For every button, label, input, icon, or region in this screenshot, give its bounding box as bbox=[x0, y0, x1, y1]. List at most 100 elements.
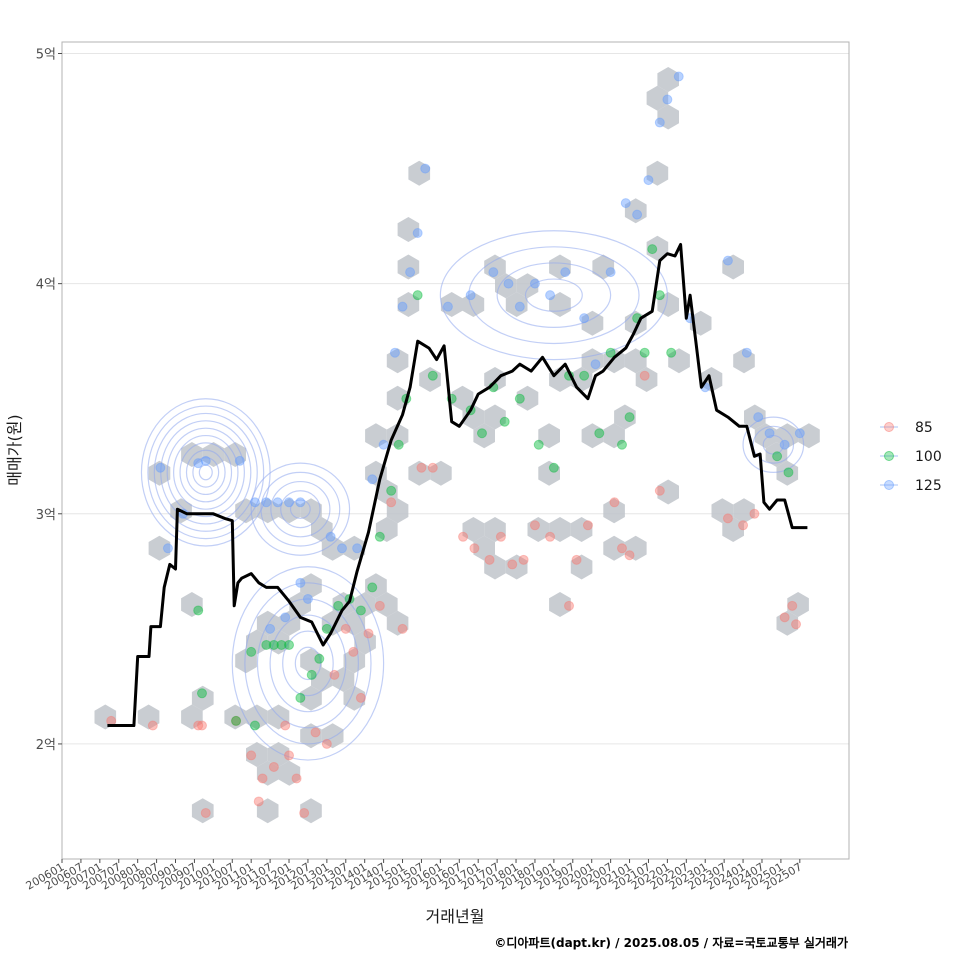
hexbin-cell bbox=[624, 348, 647, 374]
point-85 bbox=[200, 807, 211, 818]
point-100 bbox=[249, 720, 260, 731]
point-100 bbox=[624, 412, 635, 423]
hexbin-cell bbox=[495, 273, 517, 299]
legend-label-85: 85 bbox=[915, 420, 933, 436]
point-125 bbox=[465, 290, 476, 301]
point-85 bbox=[787, 600, 798, 611]
point-100 bbox=[647, 244, 658, 255]
hexbin-cell bbox=[256, 798, 279, 824]
point-125 bbox=[302, 593, 313, 604]
hexbin-cell bbox=[484, 404, 506, 430]
density-contours bbox=[140, 230, 805, 761]
point-125 bbox=[295, 497, 306, 508]
point-85 bbox=[299, 807, 310, 818]
point-85 bbox=[654, 485, 665, 496]
hexbin-cell bbox=[148, 535, 171, 561]
hexbin-cell bbox=[700, 367, 723, 392]
density-contour bbox=[270, 480, 331, 538]
point-85 bbox=[355, 692, 366, 703]
point-100 bbox=[579, 370, 590, 381]
hexbin-cell bbox=[386, 498, 409, 524]
hexbin-cell bbox=[581, 310, 604, 336]
point-125 bbox=[794, 428, 805, 439]
hexbin-cell bbox=[386, 423, 409, 449]
point-125 bbox=[579, 313, 590, 324]
hexbin-cell bbox=[191, 685, 214, 711]
point-125 bbox=[405, 267, 416, 278]
point-125 bbox=[529, 278, 540, 289]
legend-key-100 bbox=[884, 451, 894, 461]
point-85 bbox=[348, 646, 359, 657]
point-100 bbox=[367, 582, 378, 593]
density-contour bbox=[244, 582, 372, 745]
point-85 bbox=[147, 720, 158, 731]
hexbin-cell bbox=[668, 348, 690, 374]
hexbin-cell bbox=[516, 273, 539, 299]
hexbin-cell bbox=[484, 254, 506, 280]
hexbin-cell bbox=[300, 573, 322, 599]
density-contour bbox=[179, 442, 233, 503]
point-125 bbox=[590, 359, 601, 370]
point-85 bbox=[280, 720, 291, 731]
hexbin-cell bbox=[776, 460, 799, 486]
point-125 bbox=[488, 267, 499, 278]
hexbin-cell bbox=[365, 423, 387, 449]
point-125 bbox=[545, 290, 556, 301]
hexbin-cell bbox=[386, 385, 409, 411]
hexbin-cell bbox=[733, 348, 755, 374]
point-85 bbox=[257, 773, 268, 784]
point-125 bbox=[632, 209, 643, 220]
density-contour bbox=[160, 420, 252, 525]
point-100 bbox=[333, 600, 344, 611]
legend-label-100: 100 bbox=[915, 449, 942, 465]
density-contour bbox=[250, 462, 351, 556]
point-125 bbox=[280, 612, 291, 623]
point-125 bbox=[620, 198, 631, 209]
hexbin-cell bbox=[592, 254, 615, 280]
hexbin-cell bbox=[375, 517, 398, 542]
point-125 bbox=[193, 458, 204, 469]
hexbin-cell bbox=[603, 498, 625, 524]
point-125 bbox=[764, 428, 775, 439]
hexbin-cell bbox=[94, 704, 117, 730]
point-100 bbox=[427, 370, 438, 381]
hexbin-cell bbox=[300, 798, 322, 824]
trend-line-group bbox=[107, 243, 808, 727]
point-85 bbox=[310, 727, 321, 738]
legend-item-100: 100 bbox=[880, 449, 942, 465]
point-125 bbox=[162, 543, 173, 554]
point-100 bbox=[231, 715, 242, 726]
y-tick-label: 4억 bbox=[36, 278, 56, 293]
hexbin-cell bbox=[224, 704, 246, 730]
density-contour bbox=[496, 262, 612, 328]
density-contour bbox=[147, 405, 265, 540]
hexbin-cell bbox=[516, 385, 539, 411]
hexbin-cell bbox=[776, 610, 799, 636]
hexbin-cell bbox=[776, 423, 799, 449]
hexbin-cell bbox=[311, 667, 333, 692]
trend-line bbox=[107, 243, 808, 727]
density-contour bbox=[256, 598, 359, 729]
hexbin-cell bbox=[397, 292, 420, 317]
hexbin-cell bbox=[462, 517, 485, 542]
point-85 bbox=[616, 543, 627, 554]
hexbin-cell bbox=[624, 535, 647, 561]
point-100 bbox=[284, 639, 295, 650]
hexbin-cell bbox=[246, 742, 268, 767]
density-contour bbox=[752, 425, 795, 464]
hexbin-cell bbox=[744, 404, 766, 430]
point-125 bbox=[249, 497, 260, 508]
point-85 bbox=[458, 531, 469, 542]
point-85 bbox=[397, 623, 408, 634]
point-100 bbox=[306, 669, 317, 680]
point-100 bbox=[533, 439, 544, 450]
hexbin-cell bbox=[603, 535, 625, 561]
point-85 bbox=[329, 669, 340, 680]
point-85 bbox=[507, 559, 518, 570]
point-85 bbox=[571, 554, 582, 565]
hexbin-cell bbox=[181, 592, 203, 617]
point-100 bbox=[666, 347, 677, 358]
hexbin-cell bbox=[386, 348, 409, 374]
hexbin-cell bbox=[375, 592, 398, 617]
hexbin-cell bbox=[754, 423, 777, 449]
